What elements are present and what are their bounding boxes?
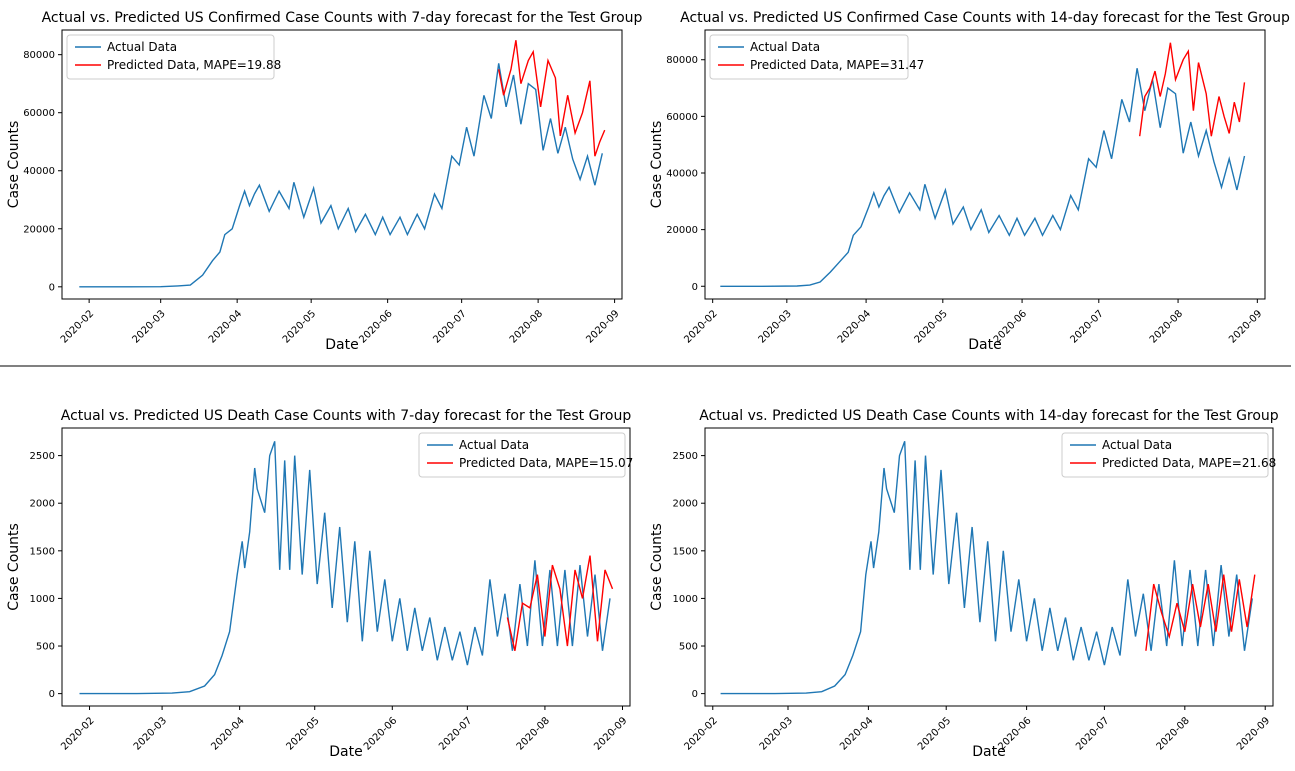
x-tick-label: 2020-02: [59, 308, 96, 345]
x-tick-label: 2020-08: [515, 715, 552, 752]
x-tick-label: 2020-05: [916, 715, 953, 752]
x-tick-label: 2020-03: [130, 308, 167, 345]
y-tick-label: 0: [692, 689, 698, 700]
y-tick-label: 0: [692, 282, 698, 293]
y-tick-label: 1500: [30, 546, 55, 557]
y-tick-label: 1000: [30, 594, 55, 605]
x-tick-label: 2020-02: [59, 715, 96, 752]
y-tick-label: 0: [49, 282, 55, 293]
charts-group: Actual vs. Predicted US Confirmed Case C…: [6, 10, 1290, 760]
x-axis-label: Date: [972, 744, 1005, 760]
legend-box: [709, 34, 909, 80]
y-tick-label: 2000: [673, 499, 698, 510]
x-tick-label: 2020-08: [1155, 715, 1192, 752]
legend-label-actual: Actual Data: [459, 438, 529, 452]
plot-frame: [61, 29, 623, 300]
x-axis-label: Date: [329, 744, 362, 760]
series-line-predicted: [1139, 42, 1246, 137]
x-tick-label: 2020-05: [281, 308, 318, 345]
x-tick-label: 2020-09: [1235, 715, 1272, 752]
legend-label-predicted: Predicted Data, MAPE=31.47: [750, 58, 924, 72]
y-tick-label: 2500: [673, 451, 698, 462]
x-tick-label: 2020-07: [431, 308, 468, 345]
y-tick-label: 60000: [666, 112, 698, 123]
x-tick-label: 2020-07: [1069, 308, 1106, 345]
y-tick-label: 20000: [666, 225, 698, 236]
x-tick-label: 2020-03: [757, 308, 794, 345]
x-axis-label: Date: [968, 337, 1001, 353]
x-tick-label: 2020-07: [437, 715, 474, 752]
x-tick-label: 2020-07: [1074, 715, 1111, 752]
x-tick-label: 2020-06: [362, 715, 399, 752]
y-tick-label: 500: [679, 642, 698, 653]
legend-box: [1061, 432, 1269, 478]
legend-box: [66, 34, 275, 80]
x-tick-label: 2020-05: [913, 308, 950, 345]
x-tick-label: 2020-05: [284, 715, 321, 752]
y-tick-label: 60000: [23, 108, 55, 119]
series-line-predicted: [498, 40, 606, 157]
y-axis-label: Case Counts: [6, 121, 22, 209]
x-tick-label: 2020-04: [838, 715, 875, 752]
x-tick-label: 2020-09: [592, 715, 629, 752]
legend-box: [418, 432, 626, 478]
legend-label-predicted: Predicted Data, MAPE=15.07: [459, 456, 633, 470]
legend-label-actual: Actual Data: [1102, 438, 1172, 452]
y-tick-label: 1000: [673, 594, 698, 605]
y-tick-label: 20000: [23, 224, 55, 235]
y-tick-label: 80000: [23, 50, 55, 61]
series-line-actual: [79, 441, 611, 695]
series-line-actual: [79, 63, 603, 288]
x-tick-label: 2020-04: [207, 308, 244, 345]
x-tick-label: 2020-02: [682, 308, 719, 345]
x-tick-label: 2020-02: [683, 715, 720, 752]
legend-label-predicted: Predicted Data, MAPE=19.88: [107, 58, 281, 72]
x-tick-label: 2020-09: [1227, 308, 1264, 345]
chart-1: Actual vs. Predicted US Confirmed Case C…: [6, 10, 643, 353]
series-line-actual: [720, 68, 1246, 287]
chart-2: Actual vs. Predicted US Confirmed Case C…: [649, 10, 1290, 353]
y-tick-label: 40000: [666, 168, 698, 179]
y-tick-label: 1500: [673, 546, 698, 557]
x-tick-label: 2020-04: [836, 308, 873, 345]
chart-3: Actual vs. Predicted US Death Case Count…: [6, 408, 633, 760]
x-tick-label: 2020-08: [1148, 308, 1185, 345]
plot-frame: [704, 29, 1266, 300]
plot-frame: [61, 427, 631, 707]
chart-title: Actual vs. Predicted US Confirmed Case C…: [42, 10, 643, 26]
x-axis-label: Date: [325, 337, 358, 353]
y-tick-label: 80000: [666, 55, 698, 66]
y-tick-label: 0: [49, 689, 55, 700]
chart-4: Actual vs. Predicted US Death Case Count…: [649, 408, 1279, 760]
series-line-predicted: [506, 555, 614, 651]
x-tick-label: 2020-03: [132, 715, 169, 752]
series-line-actual: [720, 441, 1253, 695]
legend-label-predicted: Predicted Data, MAPE=21.68: [1102, 456, 1276, 470]
y-axis-label: Case Counts: [6, 523, 22, 611]
legend-label-actual: Actual Data: [107, 40, 177, 54]
x-tick-label: 2020-03: [758, 715, 795, 752]
y-tick-label: 500: [36, 642, 55, 653]
y-axis-label: Case Counts: [649, 523, 665, 611]
x-tick-label: 2020-09: [584, 308, 621, 345]
x-tick-label: 2020-06: [357, 308, 394, 345]
chart-title: Actual vs. Predicted US Death Case Count…: [61, 408, 632, 424]
x-tick-label: 2020-08: [508, 308, 545, 345]
plot-frame: [704, 427, 1274, 707]
chart-title: Actual vs. Predicted US Confirmed Case C…: [680, 10, 1290, 26]
y-axis-label: Case Counts: [649, 121, 665, 209]
legend-label-actual: Actual Data: [750, 40, 820, 54]
y-tick-label: 40000: [23, 166, 55, 177]
series-line-predicted: [1145, 574, 1256, 651]
chart-title: Actual vs. Predicted US Death Case Count…: [699, 408, 1279, 424]
y-tick-label: 2000: [30, 499, 55, 510]
x-tick-label: 2020-04: [209, 715, 246, 752]
y-tick-label: 2500: [30, 451, 55, 462]
